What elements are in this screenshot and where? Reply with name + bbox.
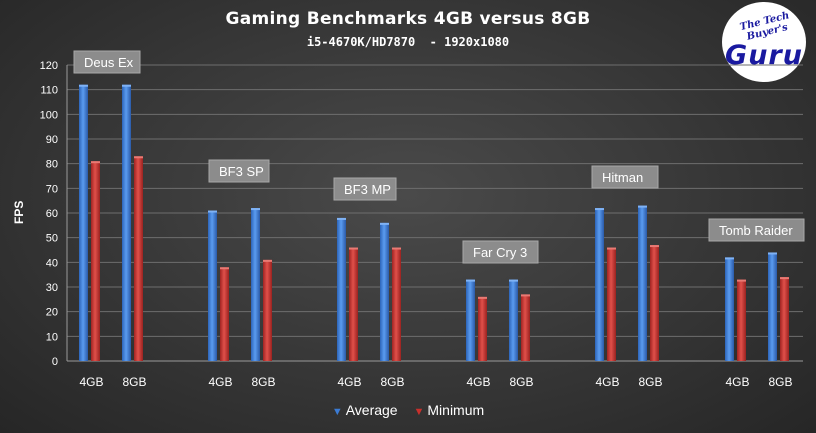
legend: ▼ Average ▼ Minimum: [0, 402, 816, 418]
y-tick-label: 70: [46, 183, 58, 195]
bar-minimum: [134, 156, 143, 361]
game-label: Hitman: [602, 170, 643, 185]
x-tick-label: 4GB: [79, 375, 103, 389]
y-tick-label: 0: [52, 356, 58, 368]
bar-cap-average: [466, 279, 475, 282]
bar-minimum: [650, 245, 659, 361]
y-tick-label: 10: [46, 331, 58, 343]
bar-cap-minimum: [91, 161, 100, 164]
bar-average: [122, 84, 131, 361]
bar-cap-minimum: [220, 267, 229, 270]
bar-minimum: [91, 161, 100, 361]
bar-average: [208, 210, 217, 361]
bar-average: [251, 208, 260, 361]
legend-item-average: ▼ Average: [332, 402, 398, 418]
x-tick-label: 4GB: [725, 375, 749, 389]
game-label-box: [73, 50, 141, 74]
game-label-box: [708, 218, 805, 242]
bar-minimum: [349, 247, 358, 361]
logo-big-text: Guru: [725, 40, 803, 71]
bar-average: [768, 252, 777, 361]
legend-minimum-marker: ▼: [413, 406, 425, 418]
bar-cap-minimum: [349, 247, 358, 250]
bar-average: [466, 279, 475, 361]
bar-minimum: [521, 294, 530, 361]
bar-cap-average: [725, 257, 734, 260]
bar-cap-average: [208, 210, 217, 213]
y-tick-label: 30: [46, 282, 58, 294]
bar-average: [638, 205, 647, 361]
bar-minimum: [780, 277, 789, 361]
x-tick-label: 8GB: [768, 375, 792, 389]
bar-cap-minimum: [737, 279, 746, 282]
bar-minimum: [478, 296, 487, 361]
x-tick-label: 4GB: [595, 375, 619, 389]
logo-background: [722, 2, 806, 82]
game-label-box: [591, 165, 659, 189]
guru-logo: The Tech Buyer's Guru: [722, 2, 806, 82]
bar-cap-average: [638, 205, 647, 208]
bar-minimum: [737, 279, 746, 361]
x-tick-label: 8GB: [638, 375, 662, 389]
x-tick-label: 8GB: [251, 375, 275, 389]
x-tick-label: 4GB: [466, 375, 490, 389]
bar-average: [79, 84, 88, 361]
bar-cap-average: [337, 217, 346, 220]
legend-item-minimum: ▼ Minimum: [414, 402, 485, 418]
bar-cap-minimum: [263, 259, 272, 262]
bar-minimum: [392, 247, 401, 361]
bar-cap-minimum: [780, 277, 789, 280]
bar-cap-minimum: [134, 156, 143, 159]
y-tick-label: 40: [46, 257, 58, 269]
x-tick-label: 8GB: [509, 375, 533, 389]
bar-minimum: [220, 267, 229, 361]
legend-minimum-label: Minimum: [427, 402, 485, 418]
bar-average: [725, 257, 734, 361]
bar-cap-minimum: [650, 245, 659, 248]
x-tick-label: 8GB: [122, 375, 146, 389]
bar-average: [509, 279, 518, 361]
bar-cap-average: [768, 252, 777, 255]
bar-cap-average: [251, 208, 260, 211]
y-tick-label: 50: [46, 233, 58, 245]
x-tick-label: 8GB: [380, 375, 404, 389]
y-tick-label: 110: [40, 85, 58, 97]
bar-minimum: [263, 259, 272, 361]
bar-cap-minimum: [392, 247, 401, 250]
legend-average-label: Average: [345, 402, 398, 418]
game-label: BF3 SP: [219, 164, 264, 179]
game-label-box: [333, 177, 397, 201]
bar-cap-minimum: [607, 247, 616, 250]
bar-average: [380, 222, 389, 361]
x-tick-label: 4GB: [337, 375, 361, 389]
game-label-box: [462, 240, 539, 264]
game-label: BF3 MP: [344, 182, 391, 197]
y-tick-label: 60: [46, 208, 58, 220]
game-label: Deus Ex: [84, 55, 134, 70]
legend-average-marker: ▼: [331, 406, 343, 418]
bar-cap-average: [122, 84, 131, 87]
y-tick-label: 100: [40, 109, 58, 121]
y-tick-label: 120: [40, 60, 58, 72]
bar-average: [337, 217, 346, 361]
game-label-box: [208, 159, 270, 183]
bar-cap-minimum: [478, 296, 487, 299]
bar-cap-average: [79, 84, 88, 87]
y-tick-label: 20: [46, 307, 58, 319]
bar-cap-minimum: [521, 294, 530, 297]
chart-title: Gaming Benchmarks 4GB versus 8GB: [225, 9, 591, 29]
bar-cap-average: [509, 279, 518, 282]
x-tick-label: 4GB: [208, 375, 232, 389]
bar-cap-average: [380, 222, 389, 225]
game-label: Tomb Raider: [719, 223, 793, 238]
bar-minimum: [607, 247, 616, 361]
y-tick-label: 90: [46, 134, 58, 146]
bar-average: [595, 208, 604, 361]
y-tick-label: 80: [46, 159, 58, 171]
game-label: Far Cry 3: [473, 245, 527, 260]
bar-cap-average: [595, 208, 604, 211]
chart-subtitle: i5-4670K/HD7870 - 1920x1080: [306, 35, 510, 49]
